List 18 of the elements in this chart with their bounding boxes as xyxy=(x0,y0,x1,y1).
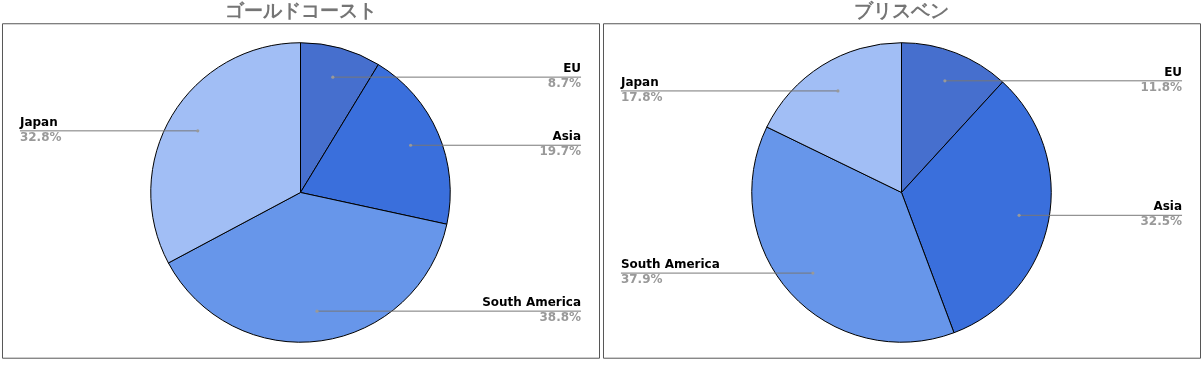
data-label: 17.8% xyxy=(620,89,663,104)
chart-title: ブリスベン xyxy=(854,0,949,22)
data-label: 32.8% xyxy=(19,129,62,144)
slice-label: Japan xyxy=(18,114,58,129)
slice-label: South America xyxy=(620,257,720,272)
chart-title: ゴールドコースト xyxy=(224,0,377,22)
slice-label: South America xyxy=(482,295,582,310)
slice-label: Asia xyxy=(552,129,582,144)
data-label: 38.8% xyxy=(539,310,582,325)
slice-label: Japan xyxy=(619,74,659,89)
data-label: 11.8% xyxy=(1140,79,1183,94)
slice-label: Asia xyxy=(1153,199,1183,214)
data-label: 32.5% xyxy=(1140,214,1183,229)
slice-label: EU xyxy=(1164,64,1183,79)
data-label: 8.7% xyxy=(547,76,582,91)
slice-label: EU xyxy=(563,61,582,76)
data-label: 19.7% xyxy=(539,144,582,159)
data-label: 37.9% xyxy=(620,272,663,287)
